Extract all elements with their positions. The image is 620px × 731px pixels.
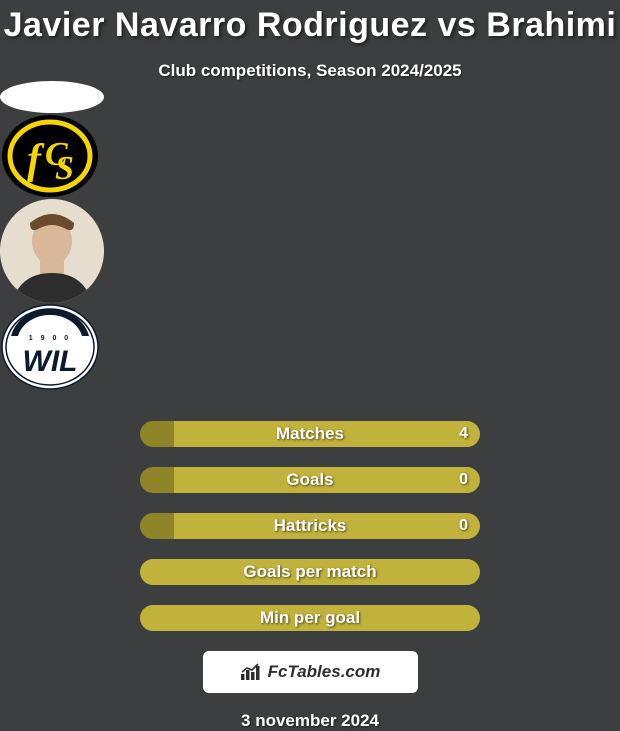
bar-chart-icon <box>240 663 262 681</box>
svg-text:S: S <box>55 150 74 187</box>
stat-label: Hattricks <box>140 516 480 536</box>
player2-avatar <box>0 199 104 303</box>
stat-bar: Min per goal <box>140 605 480 631</box>
page-title: Javier Navarro Rodriguez vs Brahimi <box>0 0 620 45</box>
stat-label: Min per goal <box>140 608 480 628</box>
stat-bars: Matches4Goals0Hattricks0Goals per matchM… <box>140 421 480 631</box>
svg-text:WIL: WIL <box>23 345 78 378</box>
player2-club-badge: FC 1 9 0 0 WIL <box>0 303 100 391</box>
stat-bar: Goals0 <box>140 467 480 493</box>
svg-text:FC: FC <box>41 322 60 334</box>
player1-club-badge: f C S <box>0 113 100 199</box>
site-badge-text: FcTables.com <box>268 662 381 682</box>
stat-bar: Matches4 <box>140 421 480 447</box>
stat-label: Goals <box>140 470 480 490</box>
stat-value-right: 4 <box>459 425 468 443</box>
site-badge: FcTables.com <box>203 651 418 693</box>
subtitle: Club competitions, Season 2024/2025 <box>0 61 620 81</box>
player1-avatar <box>0 81 104 113</box>
stat-value-right: 0 <box>459 517 468 535</box>
svg-text:1 9 0 0: 1 9 0 0 <box>29 335 71 342</box>
stat-bar: Hattricks0 <box>140 513 480 539</box>
stat-value-right: 0 <box>459 471 468 489</box>
date: 3 november 2024 <box>0 711 620 731</box>
stat-bar: Goals per match <box>140 559 480 585</box>
stat-label: Goals per match <box>140 562 480 582</box>
stat-label: Matches <box>140 424 480 444</box>
